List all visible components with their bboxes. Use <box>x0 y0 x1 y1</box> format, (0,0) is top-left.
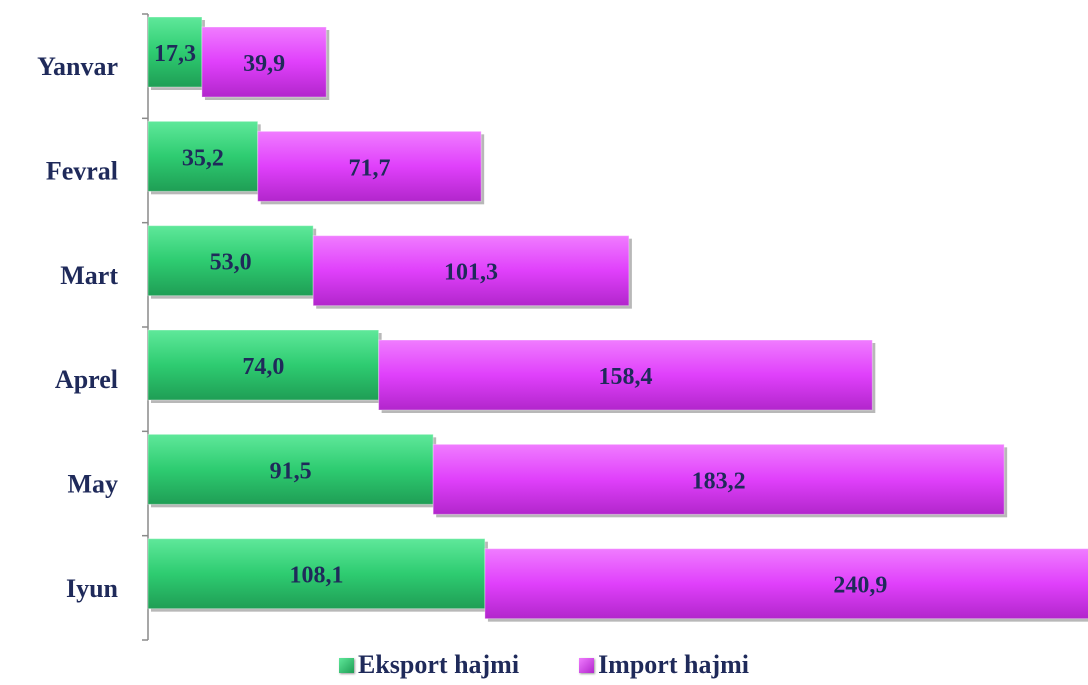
legend-swatch-import <box>579 657 595 673</box>
bar-import-hajmi-iyun <box>484 548 1088 620</box>
legend-item-eksport: Eksport hajmi <box>338 650 520 680</box>
legend-swatch-eksport <box>338 657 354 673</box>
legend: Eksport hajmi Import hajmi <box>0 650 1088 680</box>
category-label-yanvar: Yanvar <box>37 52 118 81</box>
data-label-import-hajmi-may: 183,2 <box>692 468 746 494</box>
data-label-import-hajmi-yanvar: 39,9 <box>243 51 285 77</box>
data-label-import-hajmi-mart: 101,3 <box>444 260 498 286</box>
legend-item-import: Import hajmi <box>579 650 749 680</box>
bar-eksport-hajmi-mart <box>147 225 314 297</box>
data-label-eksport-hajmi-aprel: 74,0 <box>242 354 284 380</box>
bar-import-hajmi-yanvar <box>201 26 327 98</box>
bar-import-hajmi-mart <box>312 235 630 307</box>
bar-eksport-hajmi-iyun <box>147 538 486 610</box>
bar-import-hajmi-may <box>432 443 1005 515</box>
data-label-eksport-hajmi-fevral: 35,2 <box>182 145 224 171</box>
bar-eksport-hajmi-fevral <box>147 120 259 192</box>
data-label-eksport-hajmi-iyun: 108,1 <box>289 563 343 589</box>
data-label-import-hajmi-fevral: 71,7 <box>348 155 390 181</box>
data-label-eksport-hajmi-may: 91,5 <box>270 458 312 484</box>
data-label-import-hajmi-iyun: 240,9 <box>833 573 887 599</box>
labels-layer: Yanvar 17,3 39,9 Fevral 35,2 71,7 Mart 53,0 101,… <box>37 41 887 603</box>
bar-import-hajmi-aprel <box>378 339 873 411</box>
data-label-eksport-hajmi-mart: 53,0 <box>210 250 252 276</box>
bar-chart-plot: Yanvar 17,3 39,9 Fevral 35,2 71,7 Mart 53,0 101,… <box>37 13 1088 641</box>
bar-eksport-hajmi-aprel <box>147 329 380 401</box>
category-label-mart: Mart <box>60 261 118 290</box>
data-label-eksport-hajmi-yanvar: 17,3 <box>154 41 196 67</box>
bars-layer <box>147 16 1088 622</box>
category-label-aprel: Aprel <box>55 365 118 394</box>
category-label-may: May <box>67 470 118 499</box>
legend-label-eksport: Eksport hajmi <box>357 650 520 679</box>
data-label-import-hajmi-aprel: 158,4 <box>598 364 652 390</box>
category-label-fevral: Fevral <box>46 157 118 186</box>
category-label-iyun: Iyun <box>66 574 119 603</box>
legend-label-import: Import hajmi <box>598 650 749 679</box>
axis-layer <box>142 13 149 641</box>
bar-import-hajmi-fevral <box>257 130 482 202</box>
bar-eksport-hajmi-may <box>147 433 434 505</box>
bar-eksport-hajmi-yanvar <box>147 16 203 88</box>
